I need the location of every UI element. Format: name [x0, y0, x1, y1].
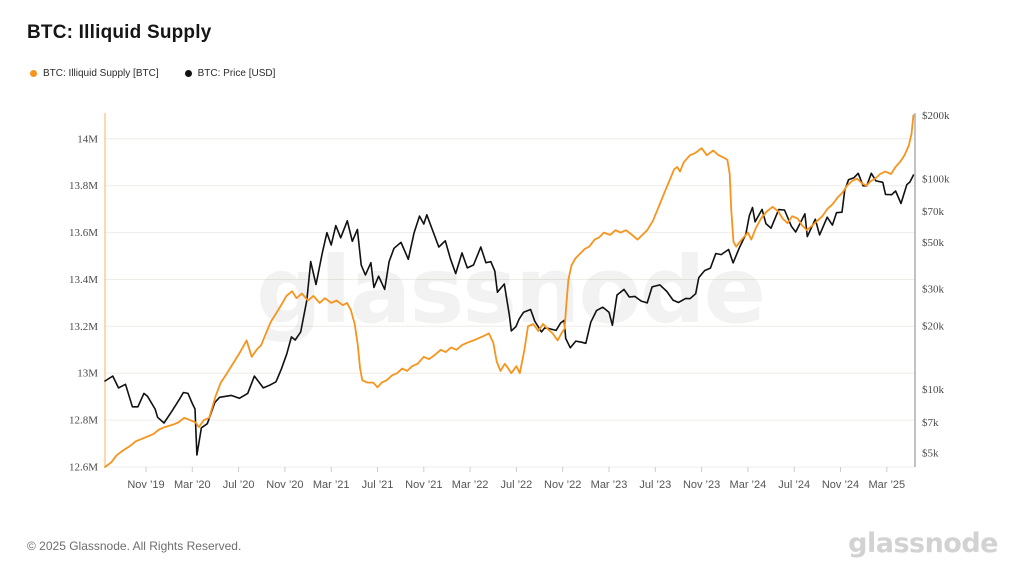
page-title: BTC: Illiquid Supply	[27, 22, 212, 43]
svg-text:glassnode: glassnode	[256, 237, 764, 344]
svg-text:$5k: $5k	[922, 448, 939, 460]
svg-text:$20k: $20k	[922, 321, 945, 333]
gridlines	[105, 138, 915, 468]
svg-text:Mar ’25: Mar ’25	[868, 479, 905, 491]
svg-text:Jul ’20: Jul ’20	[223, 479, 255, 491]
svg-text:Mar ’24: Mar ’24	[730, 479, 767, 491]
svg-text:$30k: $30k	[922, 284, 945, 296]
svg-text:$70k: $70k	[922, 206, 945, 218]
watermark: glassnode	[256, 237, 766, 344]
svg-text:Nov ’24: Nov ’24	[822, 479, 859, 491]
svg-text:Jul ’22: Jul ’22	[501, 479, 533, 491]
svg-text:Nov ’19: Nov ’19	[127, 479, 164, 491]
illiquid-supply-line	[104, 114, 915, 468]
svg-text:$100k: $100k	[922, 173, 950, 185]
svg-text:Nov ’22: Nov ’22	[544, 479, 581, 491]
svg-text:Nov ’20: Nov ’20	[266, 479, 303, 491]
svg-text:Jul ’23: Jul ’23	[639, 479, 671, 491]
svg-text:Mar ’20: Mar ’20	[174, 479, 211, 491]
legend-label-illiquid-supply: BTC: Illiquid Supply [BTC]	[43, 68, 159, 79]
svg-text:Mar ’22: Mar ’22	[452, 479, 489, 491]
svg-text:12.6M: 12.6M	[69, 462, 98, 474]
svg-text:$10k: $10k	[922, 384, 945, 396]
chart-legend: BTC: Illiquid Supply [BTC] BTC: Price [U…	[30, 68, 275, 79]
svg-text:13.4M: 13.4M	[69, 274, 98, 286]
glassnode-logo: glassnode	[848, 528, 998, 559]
left-axis-labels: 12.6M 12.8M 13M 13.2M 13.4M 13.6M 13.8M 14M	[69, 133, 98, 473]
svg-text:Jul ’24: Jul ’24	[778, 479, 810, 491]
svg-text:$50k: $50k	[922, 237, 945, 249]
svg-text:Mar ’21: Mar ’21	[313, 479, 350, 491]
footer-copyright: © 2025 Glassnode. All Rights Reserved.	[27, 539, 242, 553]
svg-text:$7k: $7k	[922, 417, 939, 429]
svg-text:14M: 14M	[77, 133, 98, 145]
legend-item-illiquid-supply[interactable]: BTC: Illiquid Supply [BTC]	[30, 68, 159, 79]
legend-dot-orange-icon	[30, 70, 37, 77]
legend-item-price[interactable]: BTC: Price [USD]	[184, 68, 276, 79]
svg-text:13M: 13M	[77, 368, 98, 380]
svg-text:12.8M: 12.8M	[69, 415, 98, 427]
legend-dot-black-icon	[184, 70, 192, 77]
svg-text:$200k: $200k	[922, 110, 950, 122]
svg-text:Mar ’23: Mar ’23	[591, 479, 628, 491]
x-axis: Nov ’19 Mar ’20 Jul ’20 Nov ’20 Mar ’21 Jul ’…	[127, 467, 905, 491]
svg-text:13.8M: 13.8M	[69, 180, 98, 192]
svg-text:13.2M: 13.2M	[69, 321, 98, 333]
right-axis-labels: $5k $7k $10k $20k $30k $50k $70k $100k $200k	[922, 110, 950, 460]
svg-text:Jul ’21: Jul ’21	[362, 479, 394, 491]
svg-text:Nov ’23: Nov ’23	[683, 479, 720, 491]
legend-label-price: BTC: Price [USD]	[197, 68, 276, 79]
svg-text:Nov ’21: Nov ’21	[405, 479, 442, 491]
price-line	[104, 172, 915, 456]
svg-text:13.6M: 13.6M	[69, 227, 98, 239]
